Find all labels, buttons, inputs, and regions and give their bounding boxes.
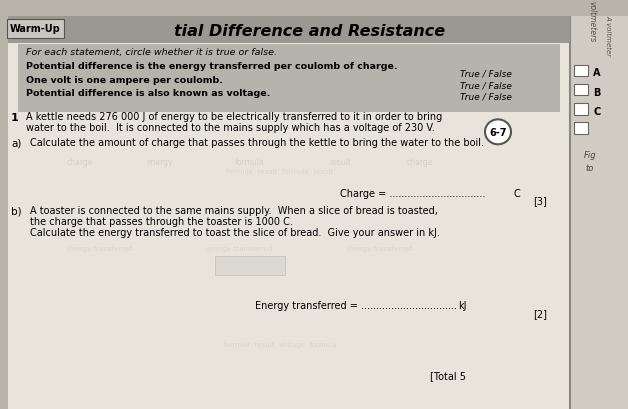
Text: C: C [593,106,600,117]
FancyBboxPatch shape [7,20,64,39]
FancyBboxPatch shape [8,17,570,43]
Text: Calculate the amount of charge that passes through the kettle to bring the water: Calculate the amount of charge that pass… [30,138,484,148]
Text: True / False: True / False [460,81,512,90]
Text: A kettle needs 276 000 J of energy to be electrically transferred to it in order: A kettle needs 276 000 J of energy to be… [26,112,442,122]
Polygon shape [8,17,570,409]
Text: Potential difference is also known as voltage.: Potential difference is also known as vo… [26,89,271,98]
Text: [2]: [2] [533,308,547,318]
Text: Fig: Fig [583,151,597,160]
FancyBboxPatch shape [574,85,588,96]
Text: [3]: [3] [533,196,547,205]
Text: formula: formula [235,158,265,166]
Text: One volt is one ampere per coulomb.: One volt is one ampere per coulomb. [26,75,223,84]
FancyBboxPatch shape [18,45,560,112]
Text: energy: energy [147,158,173,166]
Text: the charge that passes through the toaster is 1000 C.: the charge that passes through the toast… [30,216,293,227]
Text: B: B [593,88,601,97]
Text: b): b) [11,206,21,216]
Text: 1: 1 [11,113,19,123]
Text: tial Difference and Resistance: tial Difference and Resistance [175,24,445,38]
Text: A voltmeter: A voltmeter [605,16,611,56]
Text: kJ: kJ [458,301,467,311]
Text: A: A [593,68,601,78]
Text: 6-7: 6-7 [489,128,507,137]
Circle shape [485,120,511,145]
Text: charge: charge [67,158,93,166]
Text: For each statement, circle whether it is true or false.: For each statement, circle whether it is… [26,47,277,56]
FancyBboxPatch shape [574,65,588,77]
Text: C: C [514,189,521,199]
Text: Calculate the energy transferred to toast the slice of bread.  Give your answer : Calculate the energy transferred to toas… [30,227,440,237]
Text: a): a) [11,138,21,148]
Text: formula  result  formula  result: formula result formula result [226,169,333,175]
Text: energy transferred: energy transferred [207,245,273,251]
Text: Warm-Up: Warm-Up [9,24,60,34]
Text: charge: charge [407,158,433,166]
Text: water to the boil.  It is connected to the mains supply which has a voltage of 2: water to the boil. It is connected to th… [26,123,435,133]
Text: [Total 5: [Total 5 [430,371,466,380]
Text: True / False: True / False [460,92,512,101]
Text: Charge = ................................: Charge = ...............................… [340,189,485,199]
Polygon shape [570,17,628,409]
Text: energy transferred: energy transferred [347,245,413,251]
Text: Potential difference is the energy transferred per coulomb of charge.: Potential difference is the energy trans… [26,62,398,71]
Text: result: result [329,158,351,166]
Text: energy transferred: energy transferred [67,245,133,251]
Text: to: to [586,164,594,172]
FancyBboxPatch shape [574,123,588,135]
Text: voltmeters: voltmeters [588,1,597,42]
FancyBboxPatch shape [215,256,285,275]
Text: Energy transferred = ................................: Energy transferred = ...................… [255,301,457,311]
FancyBboxPatch shape [574,104,588,115]
Text: A toaster is connected to the same mains supply.  When a slice of bread is toast: A toaster is connected to the same mains… [30,206,438,216]
Text: True / False: True / False [460,70,512,79]
Text: formula  result  voltage  formula: formula result voltage formula [224,341,337,347]
